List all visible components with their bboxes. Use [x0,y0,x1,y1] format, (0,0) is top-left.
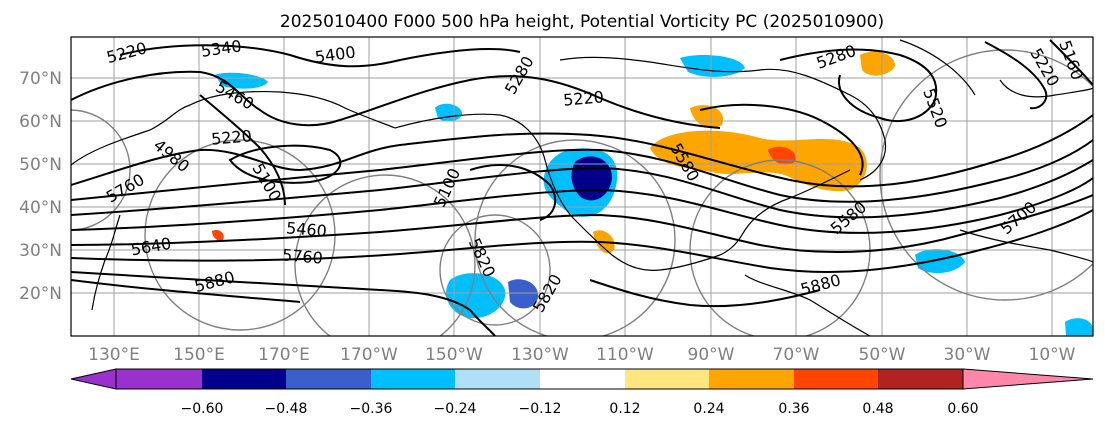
colorbar-tick-label: 0.24 [693,401,724,417]
negative-pv-area [435,103,462,122]
colorbar-right-extension [962,368,1094,390]
colorbar-segment [455,369,540,389]
positive-pv-area [650,130,867,192]
contour-label: 5460 [285,218,327,240]
colorbar-segment [625,369,709,389]
colorbar-segment [202,369,286,389]
lon-label: 170°W [340,345,398,365]
lon-label: 150°W [425,345,483,365]
contour-label: 5340 [200,36,243,60]
colorbar-segment [540,369,625,389]
lat-label: 60°N [19,112,62,132]
lat-label: 70°N [19,69,62,89]
height-contours [71,39,1093,336]
colorbar-tick-label: −0.60 [181,401,224,417]
colorbar-segment [116,369,202,389]
graticule [71,37,1093,336]
contour-label: 5220 [210,126,252,148]
positive-pv-area [212,230,224,241]
colorbar: −0.60 −0.48 −0.36 −0.24 −0.12 0.12 0.24 … [70,368,1094,417]
lon-label: 70°W [773,345,820,365]
colorbar-tick-label: 0.36 [778,401,809,417]
colorbar-segment [709,369,794,389]
lon-label: 150°E [173,345,225,365]
colorbar-tick-label: −0.24 [434,401,477,417]
contour-label: 5760 [281,245,323,267]
negative-pv-area [1065,318,1093,336]
longitude-labels: 130°E 150°E 170°E 170°W 150°W 130°W 110°… [88,345,1076,365]
colorbar-tick-label: 0.60 [947,401,978,417]
contour-label: 5220 [562,87,604,109]
lon-label: 50°W [859,345,906,365]
figure-title: 2025010400 F000 500 hPa height, Potentia… [280,12,884,32]
lat-label: 50°N [19,155,62,175]
positive-pv-area [690,105,724,128]
map-frame [70,36,1094,337]
colorbar-segment [371,369,455,389]
latitude-labels: 70°N 60°N 50°N 40°N 30°N 20°N [19,69,62,304]
lon-label: 90°W [688,345,735,365]
coastlines [71,39,1093,336]
colorbar-tick-label: −0.12 [519,401,562,417]
colorbar-tick-label: −0.48 [265,401,308,417]
lat-label: 20°N [19,284,62,304]
lon-label: 130°W [511,345,569,365]
lon-label: 130°E [88,345,140,365]
colorbar-tick-label: −0.36 [350,401,393,417]
colorbar-tick-label: 0.48 [862,401,893,417]
lon-label: 10°W [1029,345,1076,365]
colorbar-tick-label: 0.12 [609,401,640,417]
colorbar-left-extension [70,368,117,390]
map-panel: 5220 5340 5400 5460 5220 5100 4980 5760 … [71,36,1093,336]
lon-label: 170°E [258,345,310,365]
positive-pv-area [860,51,895,76]
colorbar-segment [794,369,878,389]
lon-label: 110°W [596,345,654,365]
negative-pv-area [446,273,506,319]
negative-pv-area [915,249,965,274]
colorbar-segment [286,369,371,389]
colorbar-segment [878,369,963,389]
colorbar-frame [115,368,964,390]
lon-label: 30°W [944,345,991,365]
negative-pv-area [508,279,539,309]
lat-label: 30°N [19,241,62,261]
lat-label: 40°N [19,198,62,218]
